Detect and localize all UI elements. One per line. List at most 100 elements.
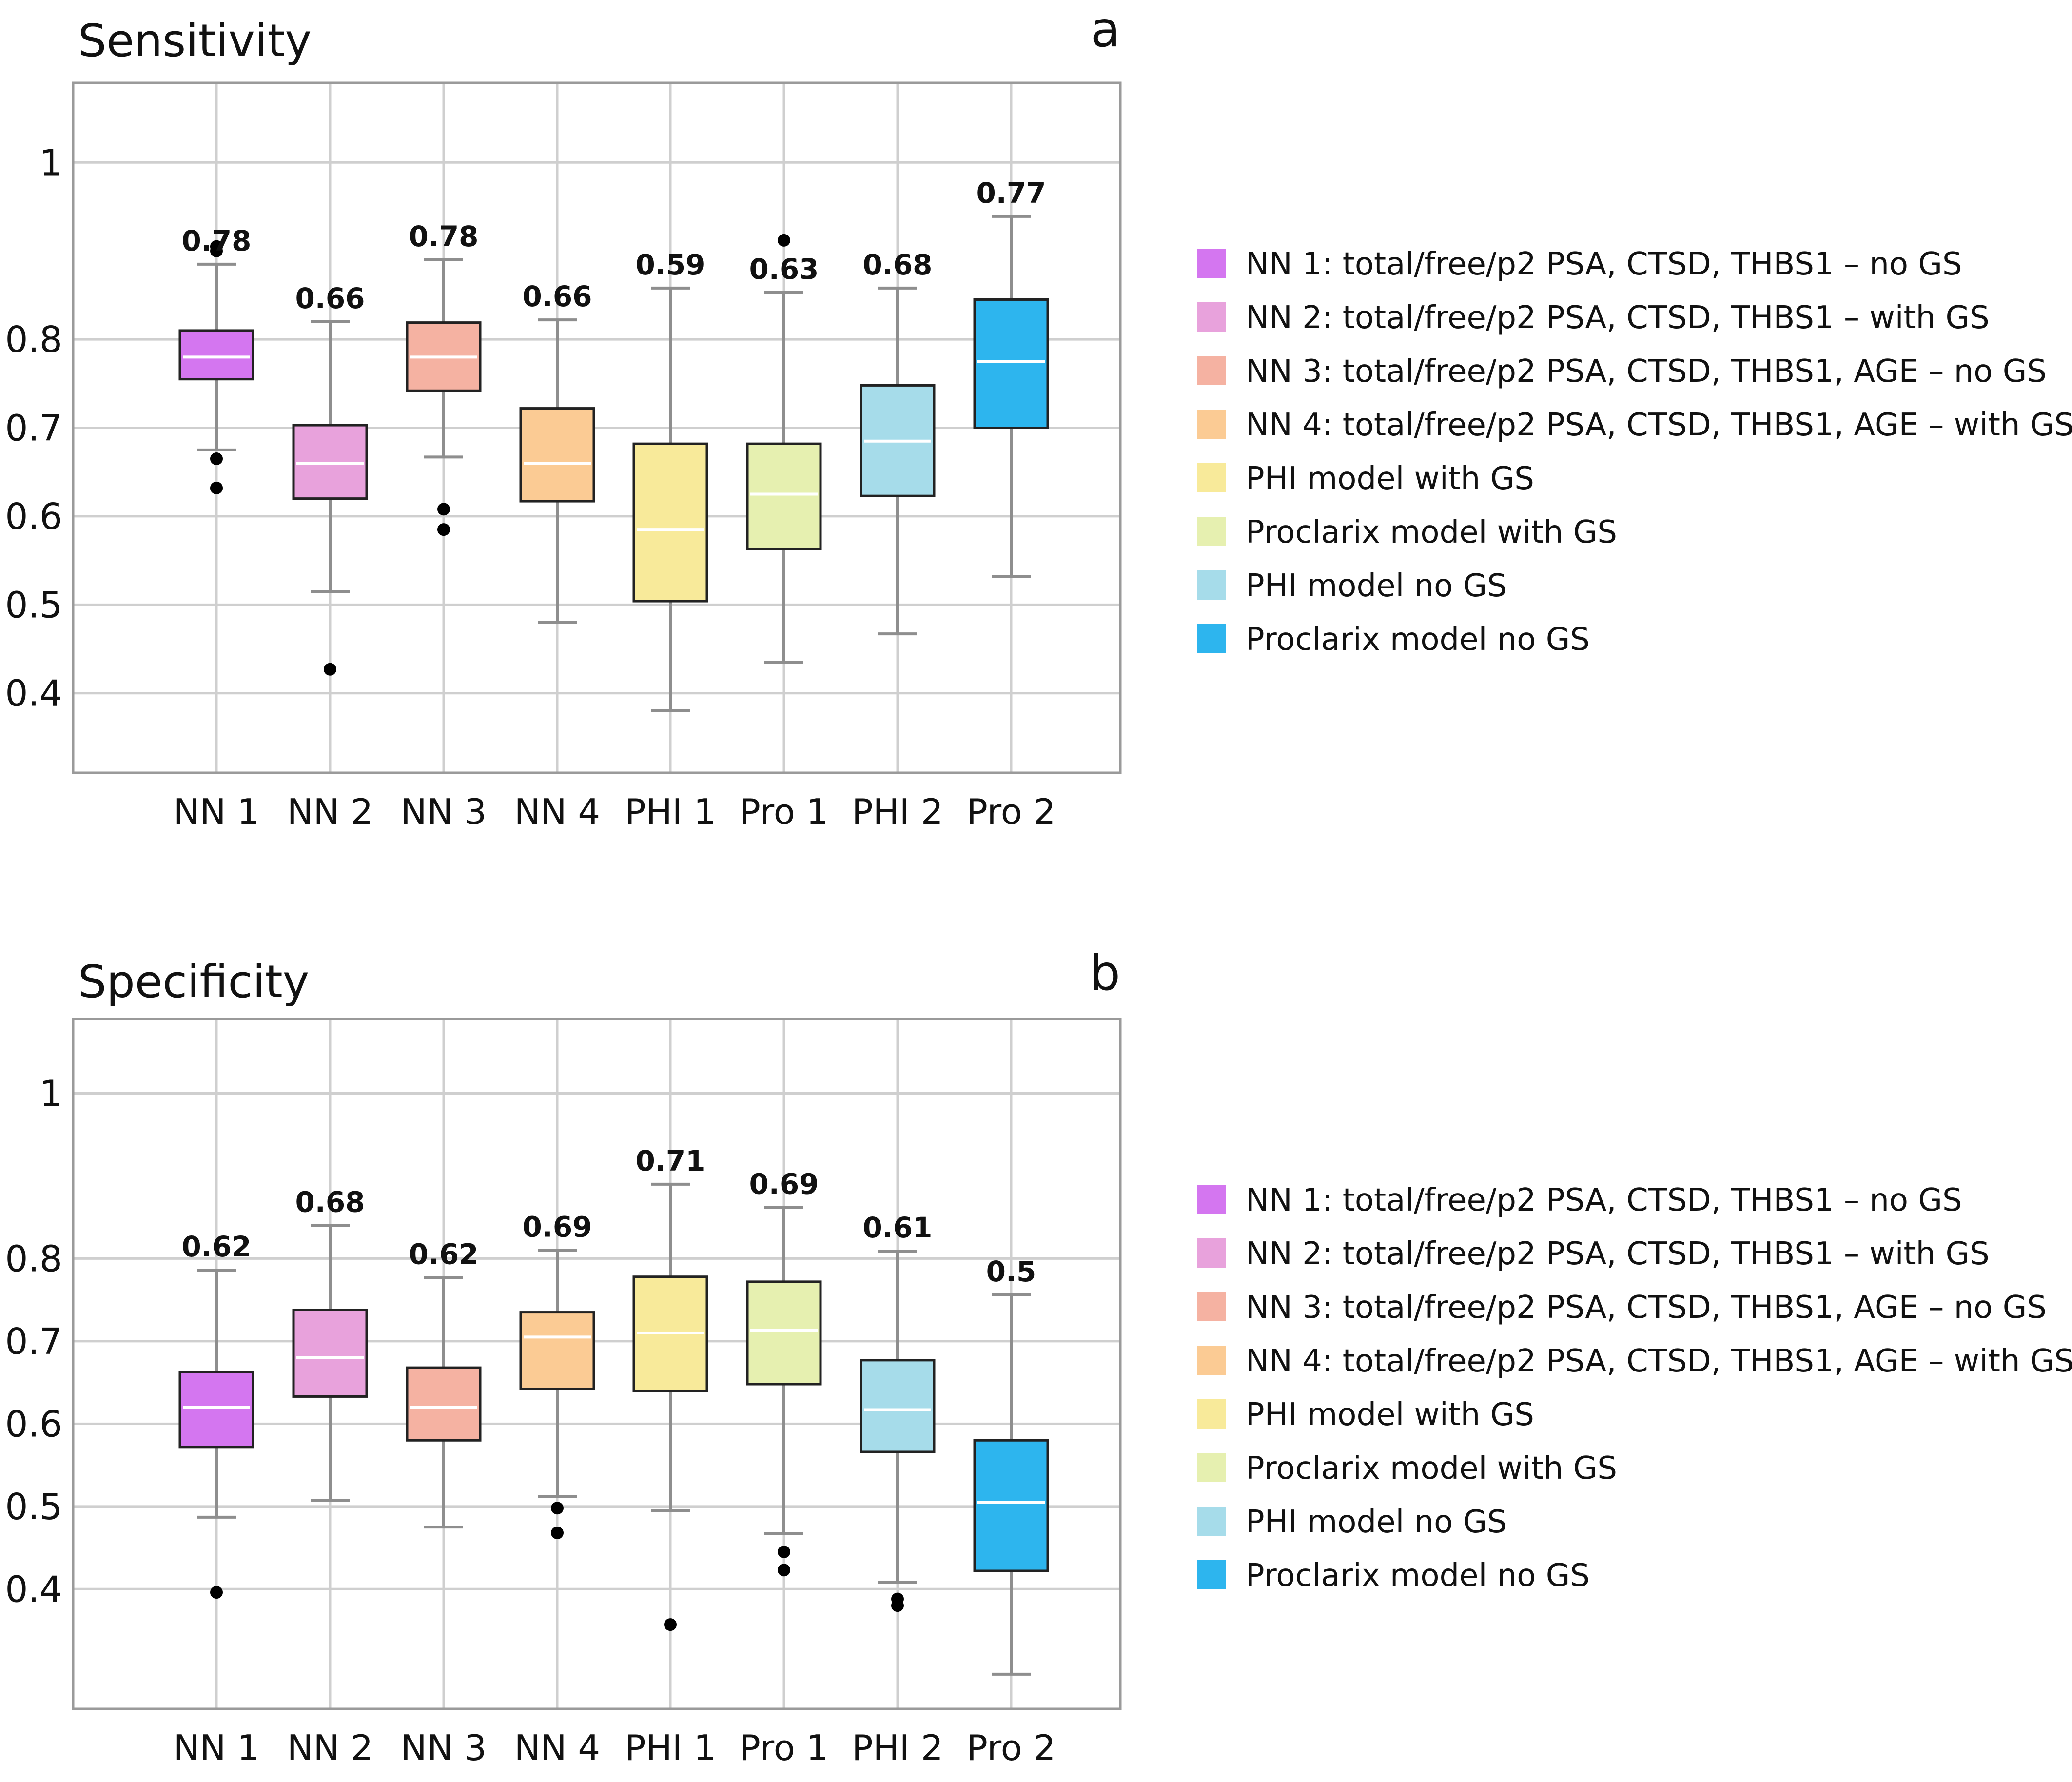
iqr-box <box>178 329 254 381</box>
iqr-box <box>973 298 1049 429</box>
outlier-point <box>664 1618 677 1631</box>
iqr-box <box>746 1280 822 1386</box>
box-nn-4: 0.69 <box>519 1210 595 1540</box>
legend-item: NN 1: total/free/p2 PSA, CTSD, THBS1 – n… <box>1197 246 1962 282</box>
data-label: 0.62 <box>409 1237 478 1271</box>
outlier-point <box>551 1527 564 1540</box>
legend-swatch <box>1197 1399 1226 1429</box>
legend-swatch <box>1197 624 1226 653</box>
legend-label: PHI model no GS <box>1246 568 1507 604</box>
legend-label: NN 2: total/free/p2 PSA, CTSD, THBS1 – w… <box>1246 1236 1990 1272</box>
iqr-box <box>292 1309 368 1398</box>
data-label: 0.66 <box>522 280 592 313</box>
outlier-point <box>551 1502 564 1515</box>
box-phi-2: 0.68 <box>860 248 936 636</box>
x-tick-label: PHI 1 <box>625 1727 716 1768</box>
box-nn-1: 0.78 <box>178 224 254 494</box>
data-label: 0.66 <box>295 282 365 315</box>
legend-item: PHI model no GS <box>1197 568 1507 604</box>
legend-swatch <box>1197 517 1226 546</box>
legend-item: NN 1: total/free/p2 PSA, CTSD, THBS1 – n… <box>1197 1182 1962 1218</box>
panel-title: Specificity <box>78 956 309 1008</box>
legend-label: NN 2: total/free/p2 PSA, CTSD, THBS1 – w… <box>1246 300 1990 336</box>
y-tick-label: 0.8 <box>5 1238 62 1280</box>
outlier-point <box>778 1564 790 1577</box>
legend-swatch <box>1197 1346 1226 1375</box>
outlier-point <box>891 1599 904 1612</box>
outlier-point <box>778 1546 790 1559</box>
data-label: 0.63 <box>749 253 819 286</box>
y-tick-label: 0.5 <box>5 1486 62 1528</box>
legend-swatch <box>1197 463 1226 492</box>
legend-item: PHI model with GS <box>1197 461 1534 497</box>
legend-label: Proclarix model with GS <box>1246 1450 1617 1487</box>
data-label: 0.78 <box>181 224 251 257</box>
legend-item: NN 3: total/free/p2 PSA, CTSD, THBS1, AG… <box>1197 1290 2047 1326</box>
outlier-point <box>210 452 223 465</box>
legend-swatch <box>1197 410 1226 439</box>
y-tick-label: 1 <box>39 142 62 184</box>
legend-label: Proclarix model no GS <box>1246 1558 1590 1594</box>
legend-label: NN 4: total/free/p2 PSA, CTSD, THBS1, AG… <box>1246 407 2072 443</box>
x-tick-label: Pro 1 <box>740 791 829 832</box>
x-tick-label: Pro 2 <box>967 791 1056 832</box>
legend-swatch <box>1197 1185 1226 1214</box>
outlier-point <box>210 1586 223 1599</box>
legend-label: NN 4: total/free/p2 PSA, CTSD, THBS1, AG… <box>1246 1343 2072 1379</box>
panel-letter: a <box>1091 1 1120 58</box>
legend-item: NN 4: total/free/p2 PSA, CTSD, THBS1, AG… <box>1197 407 2072 443</box>
plot-frame <box>72 1018 1122 1710</box>
legend-label: PHI model with GS <box>1246 1397 1534 1433</box>
y-tick-label: 0.6 <box>5 496 62 538</box>
panel-sensitivity: Sensitivity a 0.4 0.5 0.6 0.7 0.8 1 0.78 0.66 0.… <box>5 1 1122 832</box>
legend-label: PHI model no GS <box>1246 1504 1507 1540</box>
x-tick-label: NN 2 <box>287 791 373 832</box>
box-nn-3: 0.78 <box>406 220 482 536</box>
x-tick-label: NN 1 <box>174 1727 259 1768</box>
box-nn-4: 0.66 <box>519 280 595 624</box>
y-tick-label: 0.5 <box>5 584 62 626</box>
legend-swatch <box>1197 1560 1226 1589</box>
x-tick-label: NN 2 <box>287 1727 373 1768</box>
panel-title: Sensitivity <box>78 15 312 67</box>
box-nn-3: 0.62 <box>406 1237 482 1529</box>
legend-swatch <box>1197 1238 1226 1268</box>
y-tick-label: 0.4 <box>5 1568 62 1610</box>
legend-swatch <box>1197 1453 1226 1482</box>
box-nn-2: 0.66 <box>292 282 368 676</box>
iqr-box <box>178 1371 254 1449</box>
x-tick-label: NN 4 <box>514 1727 600 1768</box>
x-tick-label: PHI 1 <box>625 791 716 832</box>
x-tick-label: NN 4 <box>514 791 600 832</box>
legend-swatch <box>1197 249 1226 278</box>
data-label: 0.68 <box>862 248 932 281</box>
panel-letter: b <box>1090 944 1120 1001</box>
legend-item: Proclarix model no GS <box>1197 1558 1590 1594</box>
data-label: 0.77 <box>976 176 1046 210</box>
x-tick-label: Pro 2 <box>967 1727 1056 1768</box>
legend-label: Proclarix model with GS <box>1246 514 1617 550</box>
iqr-box <box>973 1439 1049 1572</box>
data-label: 0.69 <box>522 1210 592 1243</box>
y-tick-label: 0.8 <box>5 319 62 361</box>
legend-item: Proclarix model with GS <box>1197 514 1617 550</box>
y-tick-label: 0.7 <box>5 408 62 450</box>
box-phi-2: 0.61 <box>860 1211 936 1612</box>
data-label: 0.69 <box>749 1167 819 1200</box>
plot-area: 0.4 0.5 0.6 0.7 0.8 1 0.62 0.68 0.62 0.69 0.71 0.69… <box>5 1018 1122 1768</box>
box-nn-1: 0.62 <box>178 1230 254 1599</box>
data-label: 0.59 <box>635 248 705 281</box>
legend-item: Proclarix model no GS <box>1197 622 1590 658</box>
y-tick-label: 0.4 <box>5 673 62 715</box>
data-label: 0.71 <box>635 1144 705 1177</box>
legend-swatch <box>1197 1292 1226 1321</box>
x-tick-label: NN 3 <box>401 791 487 832</box>
legend-swatch <box>1197 570 1226 600</box>
iqr-box <box>519 407 595 503</box>
legend-label: NN 1: total/free/p2 PSA, CTSD, THBS1 – n… <box>1246 1182 1962 1218</box>
legend-item: NN 2: total/free/p2 PSA, CTSD, THBS1 – w… <box>1197 1236 1990 1272</box>
outlier-point <box>210 481 223 494</box>
legend: NN 1: total/free/p2 PSA, CTSD, THBS1 – n… <box>1197 246 2072 658</box>
box-phi-1: 0.59 <box>632 248 708 713</box>
